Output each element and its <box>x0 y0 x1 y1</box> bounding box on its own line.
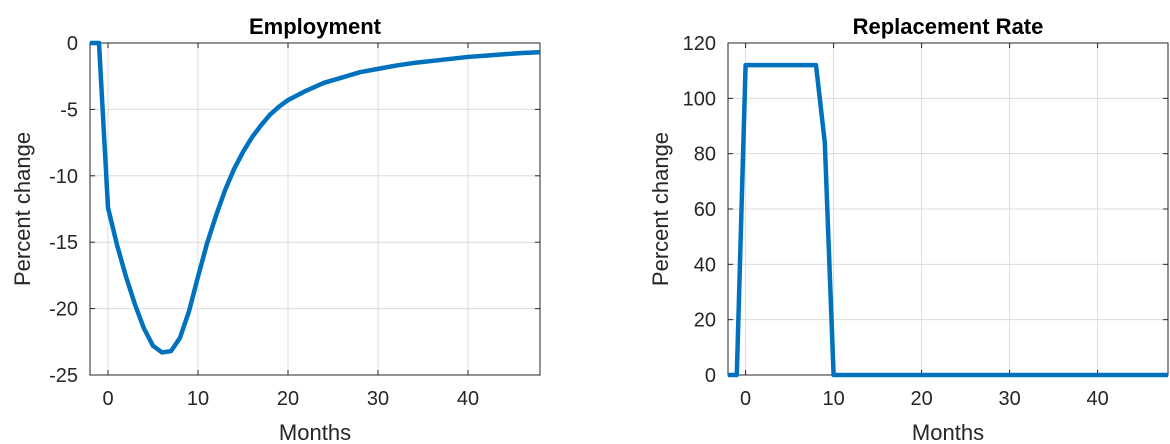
chart-0-y-tick-label-2: -15 <box>49 232 78 254</box>
chart-0-axes-box <box>89 42 541 376</box>
replacement-rate-chart: 0 10 20 30 40 0 20 40 60 80 100 120 Replacement Rate… <box>648 14 1169 444</box>
chart-0-y-tick-label-0: -25 <box>49 365 78 387</box>
chart-1-x-tick-label-0: 0 <box>740 388 751 410</box>
chart-1-y-tick-label-4: 80 <box>694 144 716 166</box>
chart-0-series-line-0 <box>90 40 541 355</box>
chart-0-x-tick-label-0: 0 <box>102 388 113 410</box>
chart-1-x-axis-label: Months <box>912 420 984 444</box>
chart-0-x-axis-label: Months <box>279 420 351 444</box>
chart-0-x-tick-label-4: 40 <box>457 388 479 410</box>
chart-1-x-tick-label-4: 40 <box>1086 388 1108 410</box>
chart-0-y-tick-label-4: -5 <box>60 99 78 121</box>
chart-0-y-tick-label-3: -10 <box>49 166 78 188</box>
chart-1-y-tick-label-0: 0 <box>705 365 716 387</box>
chart-0-title: Employment <box>249 14 382 39</box>
chart-0-y-tick-label-5: 0 <box>67 33 78 55</box>
employment-chart: 0 10 20 30 40 -25 -20 -15 -10 -5 0 Employment Months… <box>10 14 541 444</box>
chart-0-x-tick-label-2: 20 <box>277 388 299 410</box>
chart-1-x-tick-label-2: 20 <box>910 388 932 410</box>
chart-1-y-tick-label-5: 100 <box>683 88 716 110</box>
chart-1-y-tick-label-6: 120 <box>683 33 716 55</box>
chart-1-y-tick-label-1: 20 <box>694 310 716 332</box>
chart-0-x-tick-label-1: 10 <box>187 388 209 410</box>
chart-1-y-tick-label-2: 40 <box>694 254 716 276</box>
chart-1-x-tick-label-3: 30 <box>998 388 1020 410</box>
chart-0-y-axis-label: Percent change <box>10 132 35 286</box>
chart-0-x-tick-label-3: 30 <box>367 388 389 410</box>
chart-1-series-line-0 <box>728 62 1168 378</box>
chart-1-y-tick-label-3: 60 <box>694 199 716 221</box>
chart-1-y-axis-label: Percent change <box>648 132 673 286</box>
chart-1-title: Replacement Rate <box>853 14 1044 39</box>
chart-0-y-tick-label-1: -20 <box>49 299 78 321</box>
chart-1-x-tick-label-1: 10 <box>822 388 844 410</box>
